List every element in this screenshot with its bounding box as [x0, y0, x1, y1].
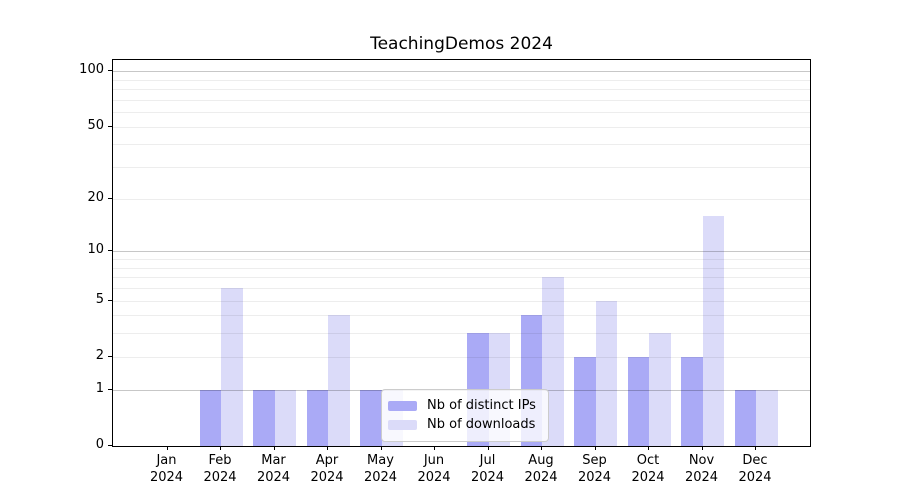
- gridline-9: [113, 259, 810, 261]
- legend-item-distinct-ips: Nb of distinct IPs: [388, 396, 540, 415]
- x-tick-label-aug: Aug 2024: [524, 453, 558, 485]
- y-tick-label-5: 5: [95, 291, 104, 307]
- x-tick-label-apr: Apr 2024: [310, 453, 344, 485]
- x-tick-nov: [701, 446, 703, 450]
- x-tick-jun: [434, 446, 435, 450]
- gridline-2: [113, 356, 810, 358]
- bar-distinct-ips-apr: [306, 389, 328, 446]
- x-tick-dec: [755, 446, 756, 450]
- gridline-40: [113, 144, 810, 146]
- bar-distinct-ips-nov: [681, 356, 703, 446]
- legend-swatch-distinct-ips-icon: [388, 400, 417, 411]
- legend: Nb of distinct IPs Nb of downloads: [381, 389, 549, 442]
- gridline-20: [113, 198, 810, 200]
- gridline-100: [113, 71, 810, 73]
- bar-downloads-oct: [649, 333, 671, 446]
- gridline-3: [113, 333, 810, 335]
- x-tick-oct: [648, 446, 649, 450]
- gridline-70: [113, 99, 810, 101]
- bar-downloads-sep: [595, 300, 617, 446]
- x-tick-label-jun: Jun 2024: [417, 453, 451, 485]
- bar-distinct-ips-sep: [574, 356, 596, 446]
- y-tick-label-10: 10: [87, 242, 104, 258]
- x-tick-label-may: May 2024: [363, 453, 398, 485]
- bar-distinct-ips-oct: [627, 356, 649, 446]
- y-tick-100: [108, 70, 113, 72]
- y-tick-0: [108, 445, 113, 446]
- x-tick-jan: [166, 446, 168, 450]
- x-tick-feb: [220, 446, 221, 450]
- x-tick-sep: [594, 446, 596, 450]
- y-tick-2: [108, 355, 113, 357]
- x-tick-may: [380, 446, 382, 450]
- y-tick-label-1: 1: [95, 380, 104, 396]
- bar-distinct-ips-feb: [199, 389, 221, 446]
- gridline-80: [113, 89, 810, 91]
- x-tick-aug: [541, 446, 542, 450]
- legend-item-downloads: Nb of downloads: [388, 415, 540, 434]
- x-tick-label-jul: Jul 2024: [470, 453, 505, 485]
- legend-swatch-downloads-icon: [388, 419, 417, 430]
- bar-distinct-ips-dec: [734, 389, 756, 446]
- x-tick-label-sep: Sep 2024: [577, 453, 612, 485]
- gridline-4: [113, 315, 810, 317]
- y-tick-label-100: 100: [79, 62, 104, 78]
- y-tick-label-2: 2: [95, 347, 104, 363]
- bar-downloads-feb: [221, 287, 243, 446]
- gridline-90: [113, 79, 810, 81]
- bar-downloads-apr: [328, 315, 350, 446]
- x-tick-label-jan: Jan 2024: [149, 453, 184, 485]
- x-tick-jul: [487, 446, 489, 450]
- gridline-50: [113, 126, 810, 128]
- y-tick-label-0: 0: [95, 437, 104, 452]
- x-tick-label-mar: Mar 2024: [256, 453, 291, 485]
- bar-downloads-nov: [702, 215, 724, 446]
- x-tick-apr: [327, 446, 328, 450]
- bar-downloads-mar: [274, 389, 296, 446]
- gridline-5: [113, 300, 810, 302]
- y-tick-label-20: 20: [87, 189, 104, 205]
- x-tick-label-nov: Nov 2024: [684, 453, 719, 485]
- gridline-10: [113, 251, 810, 253]
- legend-label-distinct-ips: Nb of distinct IPs: [427, 398, 536, 413]
- x-tick-label-oct: Oct 2024: [631, 453, 665, 485]
- legend-label-downloads: Nb of downloads: [427, 417, 536, 432]
- x-tick-mar: [273, 446, 275, 450]
- gridline-8: [113, 267, 810, 269]
- bar-downloads-dec: [756, 389, 778, 446]
- y-tick-10: [108, 250, 113, 252]
- x-tick-label-feb: Feb 2024: [203, 453, 237, 485]
- gridline-7: [113, 277, 810, 279]
- y-tick-50: [108, 125, 113, 127]
- gridline-30: [113, 167, 810, 169]
- y-tick-20: [108, 197, 113, 199]
- x-tick-label-dec: Dec 2024: [738, 453, 772, 485]
- gridline-60: [113, 112, 810, 114]
- gridline-6: [113, 287, 810, 289]
- chart-title: TeachingDemos 2024: [370, 34, 553, 54]
- bar-distinct-ips-mar: [253, 389, 275, 446]
- bar-distinct-ips-may: [360, 389, 382, 446]
- y-tick-label-50: 50: [87, 117, 104, 133]
- y-tick-5: [108, 299, 113, 301]
- y-tick-1: [108, 388, 113, 390]
